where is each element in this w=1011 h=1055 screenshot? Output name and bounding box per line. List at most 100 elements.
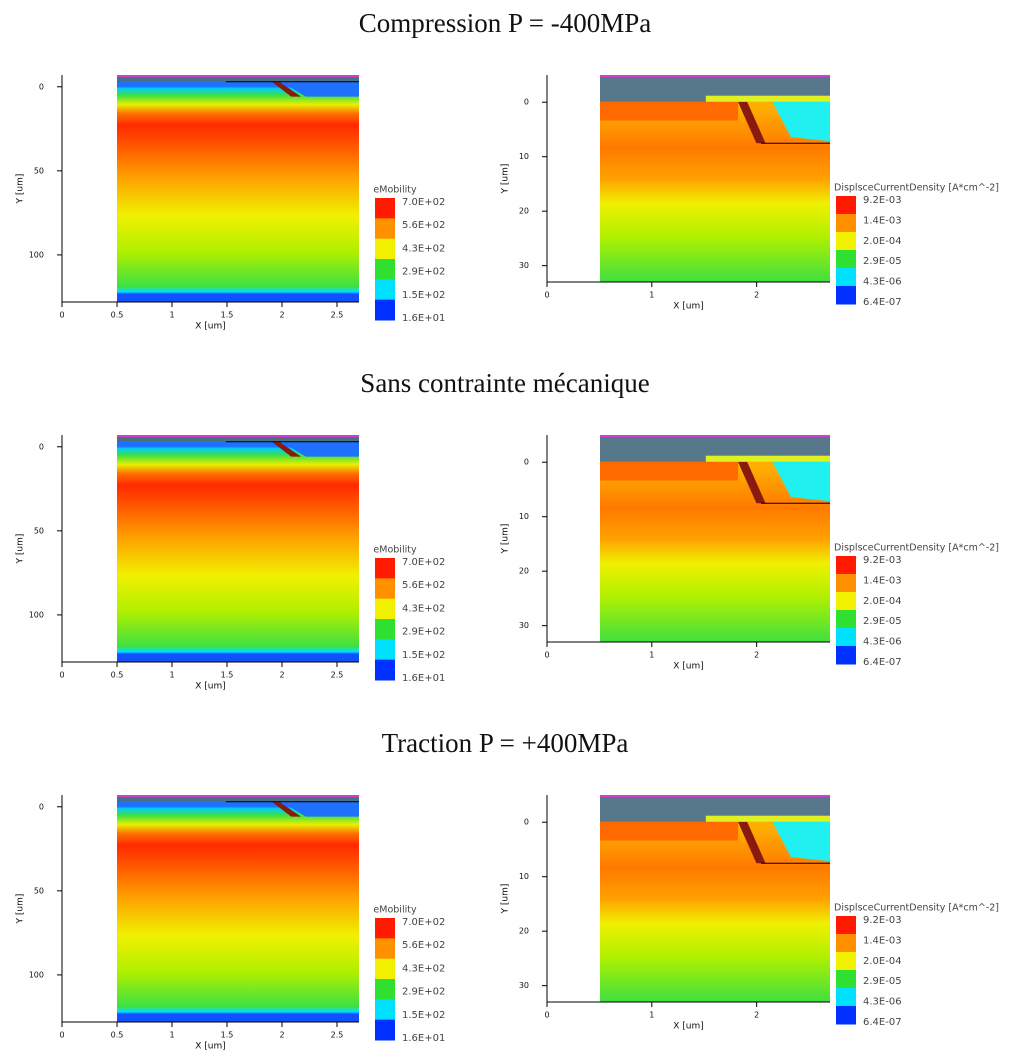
y-tick-label: 50 [34,886,44,895]
colorbar-label: 1.5E+02 [402,290,445,301]
x-axis-label: X [um] [673,662,704,672]
y-tick-label: 30 [519,261,529,270]
field-stripe [738,821,766,864]
colorbar-swatch [375,979,395,1000]
colorbar-swatch [375,659,395,681]
panel: 0 0.5 1 1.5 2 2.5 0 50 100 X [um] Y [um] eMobility7… [16,435,445,692]
colorbar-swatch [836,646,856,665]
colorbar-label: 1.4E-03 [863,935,902,946]
y-tick-label: 30 [519,981,529,990]
panel: 0 0.5 1 1.5 2 2.5 0 50 100 X [um] Y [um] eMobility7… [16,75,445,332]
colorbar-swatch [375,218,395,240]
y-axis-label: Y [um] [16,894,26,925]
x-tick-label: 2 [279,1031,284,1040]
y-tick-label: 0 [524,98,529,107]
y-tick-label: 10 [519,512,529,521]
y-tick-label: 10 [519,152,529,161]
colorbar-title: eMobility [373,545,417,556]
x-tick-label: 2.5 [331,311,344,320]
field-region [705,815,830,822]
colorbar-label: 9.2E-03 [863,555,902,566]
x-tick-label: 1 [649,1011,654,1020]
section-title: Sans contrainte mécanique [360,368,649,398]
colorbar-swatch [375,198,395,219]
colorbar-swatch [375,619,395,640]
colorbar-label: 7.0E+02 [402,197,445,208]
colorbar-swatch [375,279,395,301]
field [117,435,359,662]
colorbar-swatch [836,592,856,611]
colorbar-swatch [836,934,856,953]
field-region [772,461,830,502]
colorbar-swatch [836,286,856,305]
x-tick-label: 0 [59,671,64,680]
y-tick-label: 50 [34,166,44,175]
field-region [600,821,738,841]
colorbar-swatch [836,268,856,287]
colorbar-label: 2.0E-04 [863,236,902,247]
colorbar-swatch [375,598,395,620]
colorbar-label: 9.2E-03 [863,915,902,926]
section: Sans contrainte mécanique 0 0.5 1 1.5 2 2.5 0 50… [16,368,999,691]
y-tick-label: 50 [34,526,44,535]
colorbar-label: 2.0E-04 [863,596,902,607]
x-axis-label: X [um] [673,1022,704,1032]
panel: 0 0.5 1 1.5 2 2.5 0 50 100 X [um] Y [um] eMobility7… [16,795,445,1052]
y-tick-label: 30 [519,621,529,630]
field-stripe [738,461,766,504]
colorbar-label: 4.3E+02 [402,603,445,614]
x-tick-label: 0.5 [111,671,124,680]
colorbar-title: DisplsceCurrentDensity [A*cm^-2] [834,183,999,194]
colorbar-swatch [836,610,856,629]
colorbar-swatch [836,988,856,1007]
x-tick-label: 1.5 [221,1031,234,1040]
field-stripe [271,441,301,457]
y-axis-label: Y [um] [501,164,511,195]
colorbar-label: 6.4E-07 [863,297,902,308]
y-tick-label: 0 [524,818,529,827]
colorbar-label: 5.6E+02 [402,580,445,591]
colorbar-swatch [836,952,856,971]
colorbar-swatch [375,938,395,960]
colorbar-label: 2.9E-05 [863,256,902,267]
field-stripe [271,801,301,817]
y-tick-label: 100 [29,970,44,979]
colorbar-label: 4.3E-06 [863,277,902,288]
field-region [600,461,738,481]
colorbar-label: 1.6E+01 [402,313,445,324]
field-region [600,101,738,121]
colorbar-label: 1.6E+01 [402,1033,445,1044]
y-tick-label: 100 [29,610,44,619]
y-tick-label: 20 [519,207,529,216]
section-title: Traction P = +400MPa [382,728,629,758]
x-tick-label: 1 [649,291,654,300]
x-tick-label: 2 [279,671,284,680]
field-region [281,801,359,817]
colorbar-swatch [836,1006,856,1025]
y-axis-label: Y [um] [501,884,511,915]
colorbar-label: 1.4E-03 [863,575,902,586]
y-tick-label: 0 [39,82,44,91]
y-tick-label: 100 [29,250,44,259]
y-tick-label: 20 [519,927,529,936]
field-stripe [738,101,766,144]
x-axis-label: X [um] [673,302,704,312]
colorbar-label: 1.6E+01 [402,673,445,684]
x-tick-label: 2 [754,1011,759,1020]
colorbar-swatch [375,999,395,1021]
field-region [281,81,359,97]
x-tick-label: 0 [59,311,64,320]
x-tick-label: 2 [754,651,759,660]
y-tick-label: 0 [39,442,44,451]
y-tick-label: 0 [39,802,44,811]
colorbar-label: 2.9E+02 [402,267,445,278]
colorbar-swatch [375,238,395,260]
x-axis-label: X [um] [195,1042,226,1052]
x-tick-label: 0 [544,1011,549,1020]
y-axis-label: Y [um] [501,524,511,555]
colorbar-label: 1.5E+02 [402,650,445,661]
